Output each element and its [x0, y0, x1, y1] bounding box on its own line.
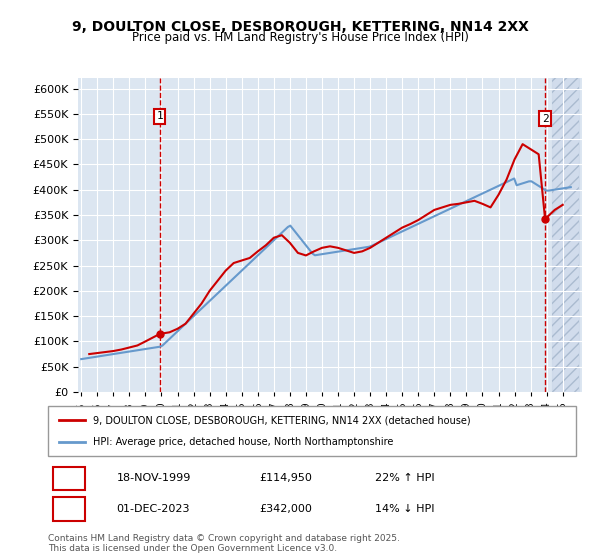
Text: Contains HM Land Registry data © Crown copyright and database right 2025.
This d: Contains HM Land Registry data © Crown c… [48, 534, 400, 553]
Text: £114,950: £114,950 [259, 473, 312, 483]
Text: 01-DEC-2023: 01-DEC-2023 [116, 504, 190, 514]
FancyBboxPatch shape [539, 111, 551, 127]
Text: 9, DOULTON CLOSE, DESBOROUGH, KETTERING, NN14 2XX: 9, DOULTON CLOSE, DESBOROUGH, KETTERING,… [71, 20, 529, 34]
Text: £342,000: £342,000 [259, 504, 312, 514]
Text: 2: 2 [542, 114, 548, 124]
Bar [551, 78, 579, 392]
FancyBboxPatch shape [53, 466, 85, 489]
Text: 2: 2 [66, 504, 73, 514]
FancyBboxPatch shape [48, 406, 576, 456]
Text: 9, DOULTON CLOSE, DESBOROUGH, KETTERING, NN14 2XX (detached house): 9, DOULTON CLOSE, DESBOROUGH, KETTERING,… [93, 415, 470, 425]
Bar [551, 78, 579, 392]
Text: 1: 1 [66, 473, 73, 483]
FancyBboxPatch shape [154, 109, 166, 124]
Text: HPI: Average price, detached house, North Northamptonshire: HPI: Average price, detached house, Nort… [93, 437, 393, 447]
Text: Price paid vs. HM Land Registry's House Price Index (HPI): Price paid vs. HM Land Registry's House … [131, 31, 469, 44]
Text: 22% ↑ HPI: 22% ↑ HPI [376, 473, 435, 483]
Text: 9, DOULTON CLOSE, DESBOROUGH, KETTERING, NN14 2XX (detached house): 9, DOULTON CLOSE, DESBOROUGH, KETTERING,… [93, 415, 470, 425]
Text: HPI: Average price, detached house, North Northamptonshire: HPI: Average price, detached house, Nort… [93, 437, 393, 447]
Text: 14% ↓ HPI: 14% ↓ HPI [376, 504, 435, 514]
Text: 1: 1 [157, 111, 163, 122]
FancyBboxPatch shape [53, 497, 85, 521]
Text: 18-NOV-1999: 18-NOV-1999 [116, 473, 191, 483]
